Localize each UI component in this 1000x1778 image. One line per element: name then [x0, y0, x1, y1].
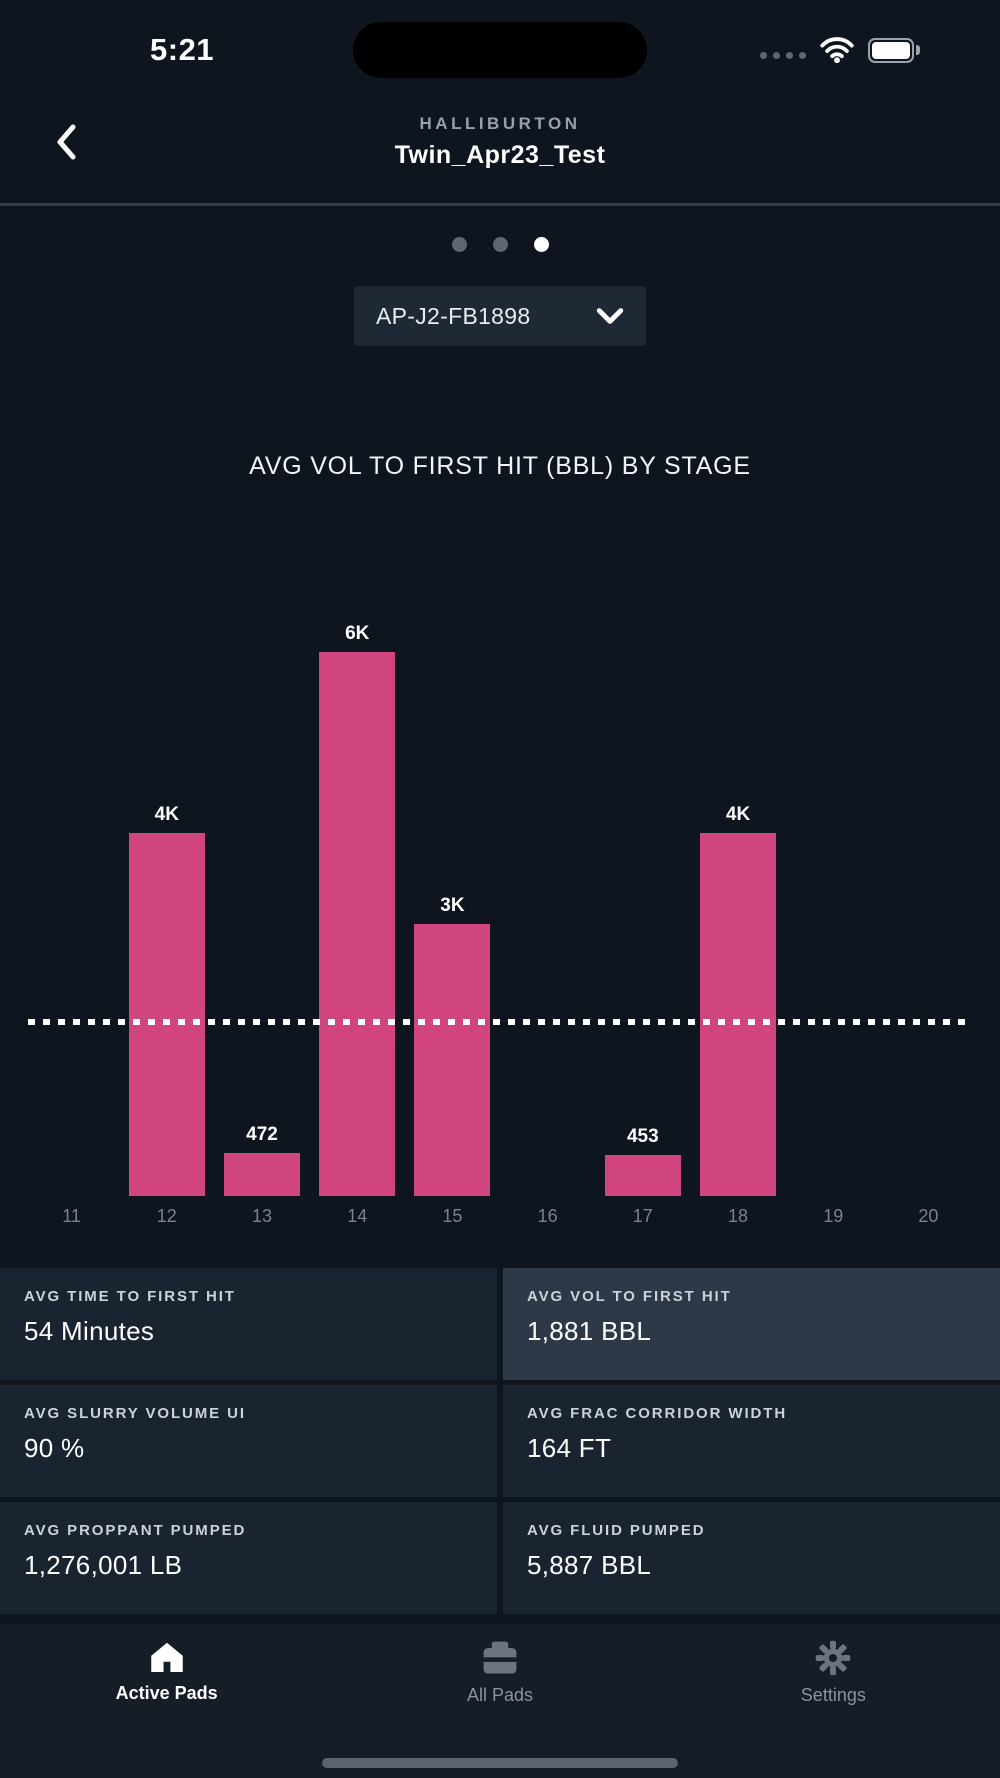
status-bar: 5:21: [0, 0, 1000, 100]
chart-column: 6K: [310, 623, 405, 1196]
page-dot[interactable]: [451, 236, 467, 252]
notch: [353, 22, 647, 78]
battery-icon: [868, 37, 920, 63]
chart-column: 4K: [690, 804, 785, 1196]
pads-icon: [480, 1640, 520, 1676]
tab-settings[interactable]: Settings: [667, 1624, 1000, 1778]
stat-value: 164 FT: [527, 1433, 612, 1463]
bar-value-label: 4K: [154, 804, 179, 825]
tab-label: Active Pads: [115, 1683, 218, 1703]
home-icon: [149, 1640, 185, 1674]
stat-label: AVG FRAC CORRIDOR WIDTH: [527, 1405, 788, 1422]
bar-value-label: 472: [246, 1124, 278, 1145]
well-selector-value: AP-J2-FB1898: [376, 302, 531, 329]
stat-card[interactable]: AVG TIME TO FIRST HIT 54 Minutes: [0, 1268, 497, 1380]
stat-value: 1,276,001 LB: [24, 1550, 183, 1580]
stats-grid: AVG TIME TO FIRST HIT 54 Minutes AVG VOL T…: [0, 1268, 1000, 1614]
back-button[interactable]: [40, 114, 92, 170]
wifi-icon: [819, 36, 855, 64]
stat-label: AVG PROPPANT PUMPED: [24, 1522, 247, 1539]
stat-label: AVG FLUID PUMPED: [527, 1522, 706, 1539]
tab-bar: Active Pads All Pads: [0, 1624, 1000, 1778]
x-axis-label: 12: [156, 1206, 177, 1226]
chart-title: AVG VOL TO FIRST HIT (BBL) BY STAGE: [249, 452, 751, 480]
page-dot-active[interactable]: [533, 236, 549, 252]
stat-value: 1,881 BBL: [527, 1316, 652, 1346]
x-axis-label: 16: [537, 1206, 558, 1226]
stat-card[interactable]: AVG FLUID PUMPED 5,887 BBL: [503, 1502, 1000, 1614]
status-time: 5:21: [150, 32, 215, 67]
average-line: [28, 1019, 972, 1025]
page-dots: [0, 236, 1000, 252]
chart-column: 4K: [119, 804, 214, 1196]
bar[interactable]: [128, 833, 205, 1196]
x-axis-label: 19: [823, 1206, 844, 1226]
well-selector-dropdown[interactable]: AP-J2-FB1898: [354, 286, 646, 346]
chevron-left-icon: [53, 121, 79, 163]
page-title: Twin_Apr23_Test: [394, 141, 606, 169]
bar-chart: 4K 472 6K 3K 453 4K: [24, 614, 976, 1196]
bar[interactable]: [224, 1153, 300, 1196]
header: HALLIBURTON Twin_Apr23_Test: [0, 100, 1000, 206]
stat-card[interactable]: AVG SLURRY VOLUME UI 90 %: [0, 1385, 497, 1497]
header-titles: HALLIBURTON Twin_Apr23_Test: [0, 100, 1000, 170]
gear-icon: [815, 1640, 851, 1676]
tab-label: Settings: [800, 1685, 866, 1705]
x-axis-label: 11: [62, 1206, 81, 1226]
stat-label: AVG TIME TO FIRST HIT: [24, 1288, 236, 1305]
tab-label: All Pads: [466, 1685, 534, 1705]
chart-column: 453: [595, 1126, 690, 1196]
stat-value: 54 Minutes: [24, 1316, 155, 1346]
bar[interactable]: [700, 833, 777, 1196]
x-axis-label: 13: [251, 1206, 273, 1226]
x-axis-labels: 11 12 13 14 15 16 17 18 19 20: [24, 1206, 976, 1228]
status-icons: [760, 36, 920, 64]
bar-value-label: 453: [626, 1126, 659, 1147]
stat-card[interactable]: AVG PROPPANT PUMPED 1,276,001 LB: [0, 1502, 497, 1614]
chart-columns: 4K 472 6K 3K 453 4K: [24, 623, 976, 1196]
stat-value: 90 %: [24, 1433, 85, 1463]
chart-column: 472: [214, 1124, 309, 1196]
bar[interactable]: [604, 1155, 681, 1196]
stat-card[interactable]: AVG FRAC CORRIDOR WIDTH 164 FT: [503, 1385, 1000, 1497]
tab-all-pads[interactable]: All Pads: [333, 1624, 666, 1778]
bar-value-label: 4K: [725, 804, 751, 825]
x-axis-label: 15: [442, 1206, 463, 1226]
stat-label: AVG VOL TO FIRST HIT: [527, 1288, 732, 1305]
stat-value: 5,887 BBL: [527, 1550, 652, 1580]
page-dot[interactable]: [492, 236, 508, 252]
tab-active-pads[interactable]: Active Pads: [0, 1624, 333, 1778]
x-axis-label: 18: [728, 1206, 749, 1226]
cellular-signal-icon: [760, 51, 806, 59]
chevron-down-icon: [596, 307, 624, 325]
bar[interactable]: [414, 924, 491, 1196]
x-axis-label: 20: [918, 1206, 939, 1226]
company-name: HALLIBURTON: [419, 114, 581, 133]
bar-value-label: 3K: [440, 895, 465, 916]
x-axis-label: 14: [347, 1206, 368, 1226]
stat-label: AVG SLURRY VOLUME UI: [24, 1405, 246, 1422]
bar[interactable]: [319, 652, 396, 1196]
bar-value-label: 6K: [345, 623, 370, 644]
chart-column: 3K: [405, 895, 500, 1196]
stat-card[interactable]: AVG VOL TO FIRST HIT 1,881 BBL: [503, 1268, 1000, 1380]
x-axis-label: 17: [632, 1206, 653, 1226]
home-indicator[interactable]: [322, 1758, 678, 1768]
